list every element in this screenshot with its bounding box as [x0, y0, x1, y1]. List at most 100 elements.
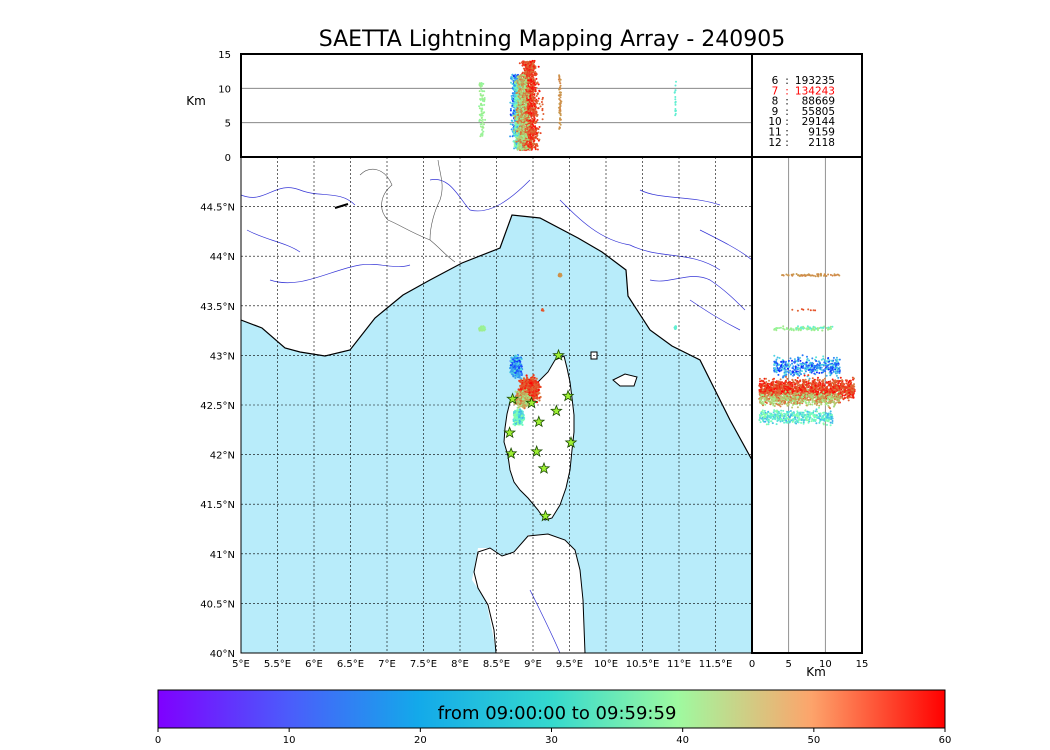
lightning-source-altitude [531, 75, 534, 78]
lightning-source [512, 423, 515, 426]
lightning-source [529, 377, 533, 380]
lightning-source-altitude [513, 99, 516, 102]
lightning-source-altitude [523, 67, 526, 70]
lightning-source-altitude [514, 86, 517, 89]
lightning-source [515, 414, 519, 417]
lightning-source-altitude [536, 119, 539, 121]
lightning-source-altitude [530, 93, 533, 96]
lightning-source-altitude [532, 128, 535, 131]
map-y-tick-label: 40.5°N [200, 599, 235, 610]
lightning-source [514, 376, 517, 379]
lightning-source-altitude [526, 142, 529, 145]
lightning-source [535, 386, 538, 389]
map-y-tick-label: 42.5°N [200, 401, 235, 412]
lightning-source-altitude [536, 100, 539, 102]
lightning-source-altitude [536, 81, 539, 84]
lightning-source [521, 423, 524, 426]
lightning-source [509, 364, 512, 367]
lightning-source [535, 377, 538, 380]
lightning-source-altitude [513, 108, 516, 111]
station-markers [503, 348, 578, 522]
lightning-source-altitude [511, 73, 514, 76]
lightning-source-altitude [512, 94, 515, 97]
lightning-source-altitude [532, 104, 535, 107]
map-y-ticks: 40°N40.5°N41°N41.5°N42°N42.5°N43°N43.5°N… [200, 203, 235, 660]
lightning-source [519, 403, 522, 406]
lightning-source [514, 354, 517, 357]
chart-title: SAETTA Lightning Mapping Array - 240905 [319, 27, 786, 52]
map-lightning-points [478, 272, 678, 427]
lightning-source-altitude [523, 60, 526, 63]
lightning-source [534, 383, 537, 386]
lightning-source [518, 422, 521, 425]
map-grid [241, 157, 752, 653]
lightning-source-altitude [513, 84, 516, 87]
lightning-source-altitude [512, 75, 515, 77]
lightning-source-altitude [529, 63, 532, 66]
lightning-source [517, 418, 520, 421]
rivers [241, 179, 752, 653]
lightning-source-altitude [534, 86, 536, 89]
lightning-source-altitude [530, 136, 532, 139]
map-x-tick-label: 7°E [378, 659, 396, 670]
lightning-source-altitude [532, 142, 535, 145]
lightning-source-altitude [528, 148, 531, 151]
lightning-source-altitude [537, 128, 540, 130]
lightning-source-altitude [530, 143, 533, 146]
lightning-source [517, 362, 520, 365]
lightning-source-altitude [533, 66, 536, 69]
map-x-tick-label: 7.5°E [410, 659, 437, 670]
lightning-source [509, 370, 513, 373]
station-star-icon [506, 392, 519, 405]
lightning-source-altitude [532, 120, 535, 123]
lightning-source [530, 392, 533, 395]
lightning-source-altitude [535, 110, 537, 113]
lightning-source [529, 379, 533, 382]
map-x-tick-label: 11.5°E [699, 659, 733, 670]
lightning-source-altitude [533, 112, 536, 115]
lightning-source [515, 399, 518, 402]
lightning-source [520, 421, 523, 424]
lightning-source-altitude [513, 147, 516, 150]
lightning-source-altitude [534, 126, 537, 129]
lightning-source-altitude [532, 102, 535, 105]
lightning-source-altitude [529, 71, 532, 74]
lightning-source [534, 379, 537, 382]
map-x-tick-label: 6.5°E [337, 659, 364, 670]
lightning-source-altitude [539, 105, 542, 108]
lightning-source-altitude [527, 145, 530, 148]
lightning-source [674, 325, 678, 328]
lightning-source-altitude [534, 146, 537, 149]
lightning-source [511, 360, 514, 363]
lightning-source [521, 387, 524, 390]
lightning-source-altitude [515, 90, 518, 93]
lightning-source-altitude [531, 146, 534, 149]
lightning-source-altitude [515, 134, 518, 136]
lightning-source [533, 376, 536, 379]
lightning-source-altitude [528, 132, 531, 134]
lightning-source [513, 413, 517, 416]
lightning-source [513, 415, 516, 418]
lightning-source [525, 374, 528, 377]
lightning-source [521, 384, 524, 387]
lightning-source [526, 384, 529, 387]
station-star-icon [504, 446, 518, 460]
lightning-source-altitude [537, 107, 540, 110]
lightning-source-altitude [512, 140, 515, 143]
lightning-source [539, 395, 542, 399]
lightning-source [520, 415, 523, 418]
top-panel-grid [241, 87, 752, 124]
lightning-source-altitude [528, 69, 530, 72]
map-y-tick-label: 44°N [210, 252, 235, 263]
lightning-source-altitude [532, 140, 535, 143]
station-star-icon [525, 396, 538, 409]
lightning-source [520, 373, 523, 376]
lightning-source [523, 378, 526, 382]
lightning-source-altitude [509, 109, 512, 112]
lightning-source [513, 369, 517, 372]
lightning-source [515, 361, 518, 364]
lightning-source [519, 390, 522, 393]
lightning-source [525, 390, 529, 393]
lightning-source-altitude [535, 95, 538, 97]
lightning-source-altitude [531, 70, 534, 73]
